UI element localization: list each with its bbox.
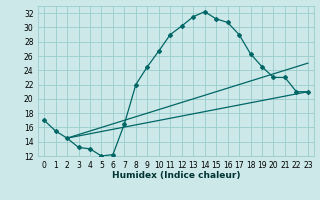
X-axis label: Humidex (Indice chaleur): Humidex (Indice chaleur)	[112, 171, 240, 180]
